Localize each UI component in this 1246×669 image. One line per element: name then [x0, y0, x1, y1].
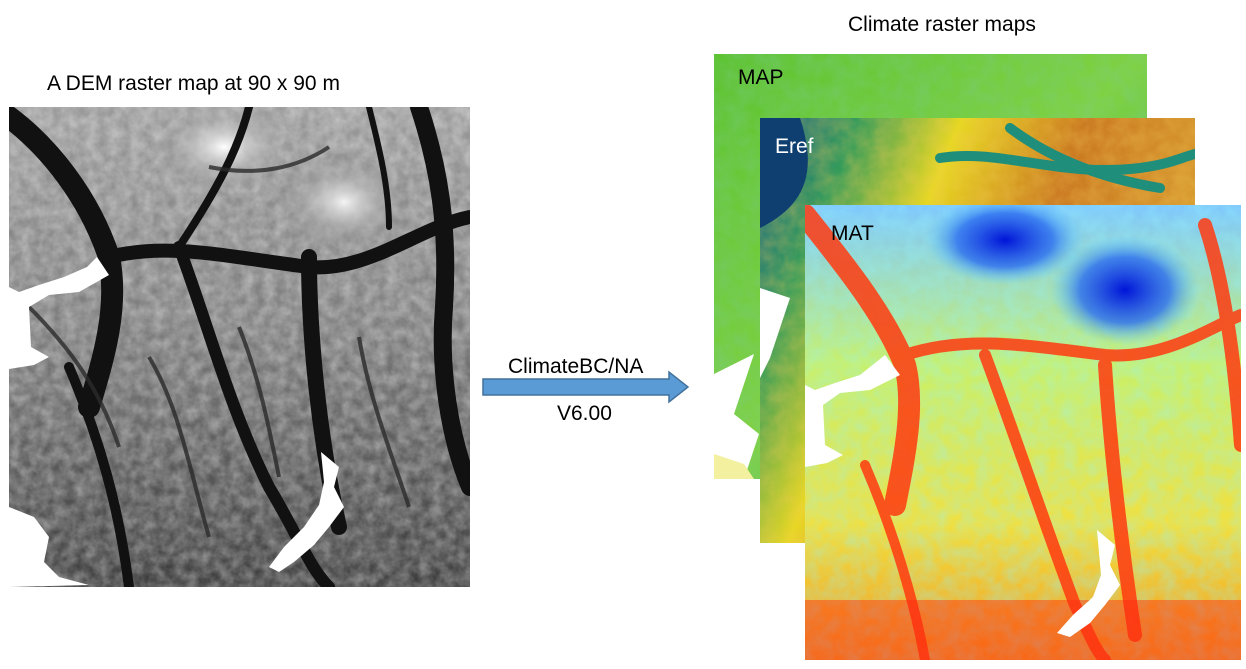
eref-layer-label: Eref	[775, 135, 814, 158]
process-label-line2: V6.00	[557, 402, 612, 425]
process-arrow-shape	[482, 370, 690, 404]
climate-maps-title: Climate raster maps	[848, 13, 1036, 36]
dem-raster-map	[9, 107, 470, 587]
mat-layer-label: MAT	[831, 222, 874, 245]
dem-map-title: A DEM raster map at 90 x 90 m	[47, 72, 340, 95]
mat-layer: MAT	[805, 205, 1241, 660]
process-arrow	[481, 370, 691, 404]
map-layer-label: MAP	[738, 66, 784, 89]
process-label-line1: ClimateBC/NA	[508, 355, 644, 378]
